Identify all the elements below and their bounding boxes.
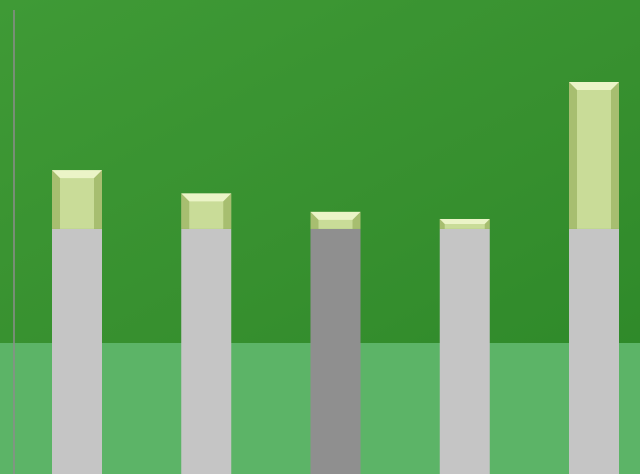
bar-top-bevel-light-2	[181, 193, 232, 202]
bar-top-bevel-light-3	[310, 211, 361, 220]
bar-top-bevel-right-4	[484, 218, 490, 229]
bar-segment-base-3	[310, 228, 361, 474]
bar-top-bevel-right-2	[223, 193, 232, 229]
bars-group	[52, 82, 619, 474]
bar-segment-top-1	[52, 170, 102, 229]
bar-top-bevel-light-5	[569, 82, 619, 91]
bar-segment-base-4	[439, 228, 490, 474]
bar-top-bevel-left-5	[569, 82, 577, 229]
bar-top-bevel-right-3	[352, 211, 361, 229]
bar-top-bevel-light-4	[439, 218, 490, 224]
bar-top-bevel-left-1	[52, 170, 60, 229]
bar-top-bevel-left-3	[310, 211, 319, 229]
bar-top-bevel-light-1	[52, 170, 102, 179]
bar-top-bevel-left-2	[181, 193, 190, 229]
bar-top-bevel-left-4	[439, 218, 445, 229]
bar-segment-base-5	[569, 228, 619, 474]
bar-top-bevel-right-1	[94, 170, 102, 229]
bar-segment-base-2	[181, 228, 232, 474]
bar-top-bevel-right-5	[611, 82, 619, 229]
bar-segment-base-1	[52, 228, 102, 474]
bar-segment-top-5	[569, 82, 619, 229]
